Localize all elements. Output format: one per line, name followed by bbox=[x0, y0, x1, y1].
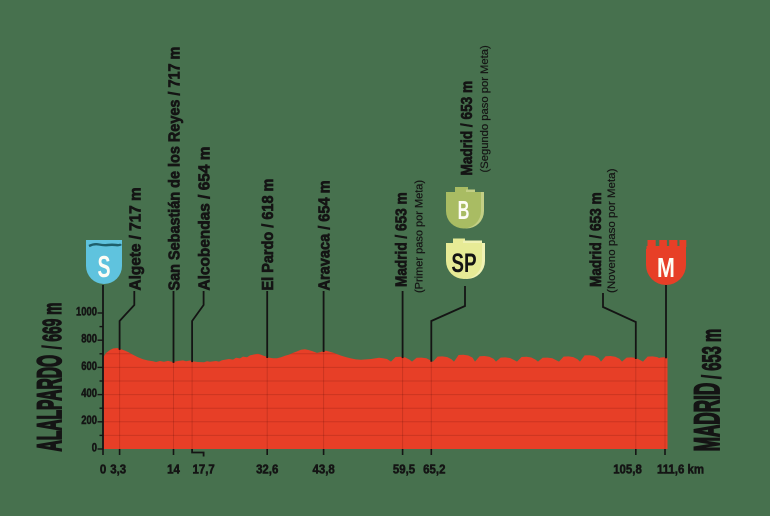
svg-text:600: 600 bbox=[81, 360, 97, 373]
svg-text:0: 0 bbox=[92, 442, 97, 455]
svg-text:0: 0 bbox=[100, 462, 107, 477]
svg-text:14: 14 bbox=[167, 462, 180, 477]
svg-text:(Segundo paso por Meta): (Segundo paso por Meta) bbox=[479, 45, 491, 173]
svg-text:Alcobendas / 654 m: Alcobendas / 654 m bbox=[197, 147, 214, 291]
svg-text:Madrid / 653 m: Madrid / 653 m bbox=[394, 192, 411, 287]
svg-text:ALALPARDO: ALALPARDO bbox=[30, 355, 69, 452]
svg-text:43,8: 43,8 bbox=[312, 462, 334, 477]
svg-text:Madrid / 653 m: Madrid / 653 m bbox=[588, 192, 605, 287]
svg-text:Aravaca / 654 m: Aravaca / 654 m bbox=[316, 180, 334, 290]
svg-text:El Pardo / 618 m: El Pardo / 618 m bbox=[260, 179, 278, 291]
svg-text:MADRID: MADRID bbox=[687, 383, 726, 452]
svg-text:59,5: 59,5 bbox=[393, 462, 415, 477]
svg-text:111,6 km: 111,6 km bbox=[657, 462, 704, 477]
svg-text:S: S bbox=[97, 251, 110, 285]
svg-text:800: 800 bbox=[81, 333, 97, 346]
svg-text:1000: 1000 bbox=[76, 306, 97, 319]
svg-text:Algete / 717 m: Algete / 717 m bbox=[127, 187, 144, 290]
svg-text:/ 653 m: / 653 m bbox=[698, 329, 726, 379]
svg-text:(Noveno paso por Meta): (Noveno paso por Meta) bbox=[606, 168, 618, 293]
svg-text:400: 400 bbox=[81, 387, 97, 400]
svg-text:32,6: 32,6 bbox=[256, 462, 278, 477]
svg-text:3,3: 3,3 bbox=[110, 462, 126, 477]
svg-text:/ 669 m: / 669 m bbox=[39, 303, 68, 350]
svg-text:Madrid / 653 m: Madrid / 653 m bbox=[459, 81, 476, 176]
svg-text:San Sebastián de los Reyes / 7: San Sebastián de los Reyes / 717 m bbox=[166, 47, 184, 291]
svg-text:105,8: 105,8 bbox=[613, 462, 642, 477]
svg-text:B: B bbox=[458, 195, 470, 225]
svg-text:SP: SP bbox=[451, 248, 476, 278]
svg-text:65,2: 65,2 bbox=[423, 462, 445, 477]
svg-text:17,7: 17,7 bbox=[192, 462, 214, 477]
svg-text:M: M bbox=[657, 254, 675, 284]
svg-text:200: 200 bbox=[81, 414, 97, 427]
svg-text:(Primer paso por Meta): (Primer paso por Meta) bbox=[413, 180, 425, 293]
